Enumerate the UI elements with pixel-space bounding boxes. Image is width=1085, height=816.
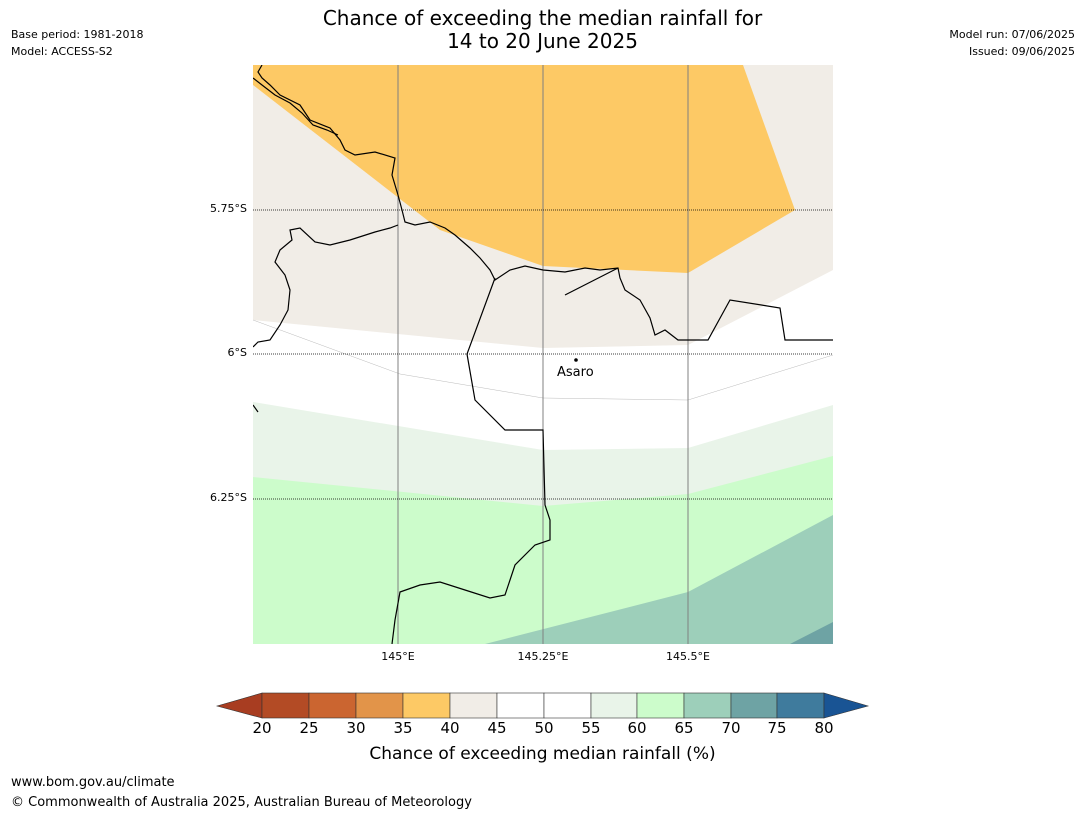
colorbar <box>215 692 870 719</box>
colorbar-tick: 25 <box>299 719 319 737</box>
lat-label-5-75s: 5.75°S <box>210 202 247 215</box>
map-title-line2: 14 to 20 June 2025 <box>447 29 638 53</box>
colorbar-cell <box>683 692 732 719</box>
colorbar-tick: 60 <box>627 719 647 737</box>
province-borders <box>253 65 833 644</box>
lon-label-145-25e: 145.25°E <box>517 650 569 663</box>
colorbar-over-arrow <box>823 692 870 719</box>
colorbar-cell <box>636 692 685 719</box>
colorbar-cell <box>543 692 592 719</box>
colorbar-cell <box>730 692 778 719</box>
band-35-40 <box>253 65 795 273</box>
colorbar-tick: 30 <box>346 719 366 737</box>
colorbar-title: Chance of exceeding median rainfall (%) <box>369 744 716 764</box>
lat-label-6s: 6°S <box>227 346 247 359</box>
colorbar-tick: 55 <box>581 719 601 737</box>
colorbar-cell <box>496 692 545 719</box>
colorbar-tick: 65 <box>674 719 694 737</box>
lon-label-145-5e: 145.5°E <box>666 650 710 663</box>
meridian-lines <box>397 65 689 644</box>
place-label-asaro: Asaro <box>557 365 594 380</box>
model-run-text: Model run: 07/06/2025 <box>949 28 1075 41</box>
band-65-70 <box>485 515 833 644</box>
colorbar-tick: 45 <box>487 719 507 737</box>
footer-copyright: © Commonwealth of Australia 2025, Austra… <box>11 795 472 810</box>
colorbar-cell <box>590 692 638 719</box>
parallel-lines <box>253 209 833 500</box>
colorbar-tick: 80 <box>814 719 834 737</box>
colorbar-tick: 20 <box>252 719 272 737</box>
footer-url[interactable]: www.bom.gov.au/climate <box>11 775 175 790</box>
band-70-75 <box>790 622 833 644</box>
asaro-marker <box>574 358 578 362</box>
colorbar-tick: 40 <box>440 719 460 737</box>
map-title-line1: Chance of exceeding the median rainfall … <box>322 6 763 30</box>
colorbar-tick: 70 <box>721 719 741 737</box>
lon-label-145e: 145°E <box>381 650 415 663</box>
lat-label-6-25s: 6.25°S <box>210 491 247 504</box>
issued-text: Issued: 09/06/2025 <box>968 45 1075 58</box>
colorbar-tick: 50 <box>534 719 554 737</box>
colorbar-cell <box>308 692 357 719</box>
colorbar-tick: 75 <box>767 719 787 737</box>
colorbar-cell <box>355 692 404 719</box>
colorbar-cell <box>449 692 498 719</box>
colorbar-cell <box>776 692 825 719</box>
colorbar-tick: 35 <box>393 719 413 737</box>
colorbar-cell <box>402 692 451 719</box>
base-period-text: Base period: 1981-2018 <box>11 28 144 41</box>
map-title: Chance of exceeding the median rainfall … <box>0 7 1085 53</box>
colorbar-cell <box>261 692 310 719</box>
model-text: Model: ACCESS-S2 <box>11 45 113 58</box>
colorbar-under-arrow <box>215 692 263 719</box>
